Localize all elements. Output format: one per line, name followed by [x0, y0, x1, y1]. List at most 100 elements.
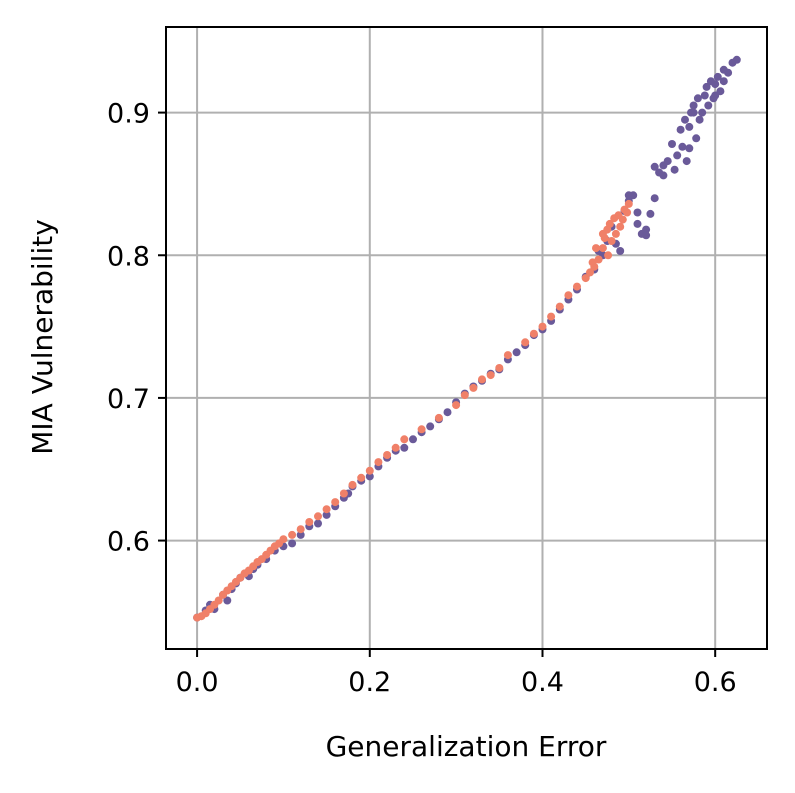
purple-data-point	[711, 80, 720, 89]
orange-data-point	[331, 498, 340, 507]
purple-data-point	[724, 68, 733, 77]
purple-data-point	[685, 122, 694, 131]
orange-data-point	[611, 229, 620, 238]
orange-data-point	[598, 229, 607, 238]
purple-data-point	[732, 55, 741, 64]
purple-data-point	[668, 140, 676, 148]
purple-data-point	[700, 91, 709, 100]
purple-data-point	[670, 165, 679, 174]
y-tick-label: 0.7	[107, 384, 150, 415]
purple-data-point	[682, 157, 691, 166]
purple-data-point	[650, 162, 659, 171]
purple-data-point	[322, 510, 331, 519]
orange-data-point	[460, 391, 469, 400]
x-tick-label: 0.6	[694, 667, 737, 698]
y-axis-label: MIA Vulnerability	[26, 219, 59, 455]
purple-data-point	[624, 191, 633, 200]
orange-data-point	[586, 268, 594, 277]
data-points	[193, 55, 741, 622]
orange-data-point	[604, 251, 613, 260]
purple-data-point	[713, 72, 722, 81]
x-tick-label: 0.2	[348, 667, 391, 698]
orange-data-point	[486, 371, 495, 380]
purple-data-point	[692, 134, 701, 143]
purple-data-point	[695, 115, 704, 124]
orange-data-point	[452, 401, 461, 410]
orange-data-point	[503, 351, 512, 360]
purple-data-point	[673, 151, 682, 160]
x-tick-label: 0.0	[176, 667, 219, 698]
orange-data-point	[594, 255, 603, 264]
orange-data-point	[478, 375, 486, 384]
orange-data-point	[538, 322, 547, 331]
purple-data-point	[633, 208, 642, 217]
purple-data-point	[663, 157, 672, 166]
orange-data-point	[581, 274, 590, 283]
purple-data-point	[616, 247, 625, 255]
orange-data-point	[616, 222, 625, 231]
orange-data-point	[288, 530, 297, 539]
purple-data-point	[719, 77, 728, 86]
orange-data-point	[592, 244, 600, 253]
orange-data-point	[383, 451, 392, 459]
purple-data-point	[676, 125, 685, 134]
y-tick-label: 0.6	[107, 527, 150, 558]
orange-data-point	[322, 505, 331, 514]
orange-data-point	[555, 302, 564, 311]
orange-data-point	[495, 364, 504, 372]
plot-frame	[165, 26, 768, 650]
purple-data-point	[400, 443, 409, 452]
purple-data-point	[409, 435, 417, 444]
purple-data-point	[659, 171, 668, 180]
purple-data-point	[698, 108, 707, 117]
orange-data-point	[400, 435, 409, 444]
orange-data-point	[357, 473, 366, 482]
orange-data-point	[348, 480, 357, 489]
orange-data-point	[374, 458, 383, 467]
orange-data-point	[605, 219, 614, 228]
orange-data-point	[314, 512, 322, 521]
x-tick-label: 0.4	[521, 667, 564, 698]
purple-data-point	[426, 422, 435, 431]
purple-data-point	[693, 94, 702, 103]
purple-data-point	[642, 225, 651, 234]
y-tick-label: 0.9	[107, 99, 150, 130]
purple-data-point	[633, 219, 642, 228]
orange-data-point	[365, 466, 374, 475]
orange-data-point	[624, 199, 633, 208]
purple-data-point	[681, 115, 689, 124]
orange-data-point	[279, 535, 288, 544]
purple-data-point	[650, 194, 659, 203]
purple-data-point	[512, 348, 521, 357]
orange-data-point	[391, 443, 400, 452]
axis-ticks: 0.0 0.2 0.4 0.6 0.6 0.7 0.8 0.9	[107, 99, 737, 698]
purple-data-point	[223, 596, 232, 605]
orange-data-point	[339, 489, 348, 498]
purple-data-point	[642, 231, 651, 240]
purple-data-point	[443, 408, 452, 417]
purple-data-point	[314, 519, 322, 528]
purple-data-point	[689, 101, 698, 110]
y-tick-label: 0.8	[107, 241, 150, 272]
purple-data-point	[704, 101, 713, 110]
orange-data-point	[521, 338, 530, 347]
orange-data-point	[214, 596, 223, 605]
orange-data-point	[598, 244, 607, 253]
purple-data-point	[689, 108, 698, 117]
purple-data-point	[288, 539, 297, 548]
orange-data-point	[547, 312, 556, 321]
purple-data-point	[685, 144, 694, 153]
orange-data-point	[623, 208, 632, 217]
purple-data-point	[646, 209, 655, 218]
purple-data-point	[296, 530, 305, 539]
orange-data-point	[588, 258, 597, 267]
purple-data-point	[678, 142, 687, 151]
orange-data-point	[618, 215, 627, 224]
orange-data-point	[296, 525, 305, 534]
orange-data-point	[607, 237, 616, 245]
purple-data-point	[365, 472, 374, 481]
x-axis-label: Generalization Error	[326, 730, 607, 763]
orange-data-point	[529, 329, 538, 338]
